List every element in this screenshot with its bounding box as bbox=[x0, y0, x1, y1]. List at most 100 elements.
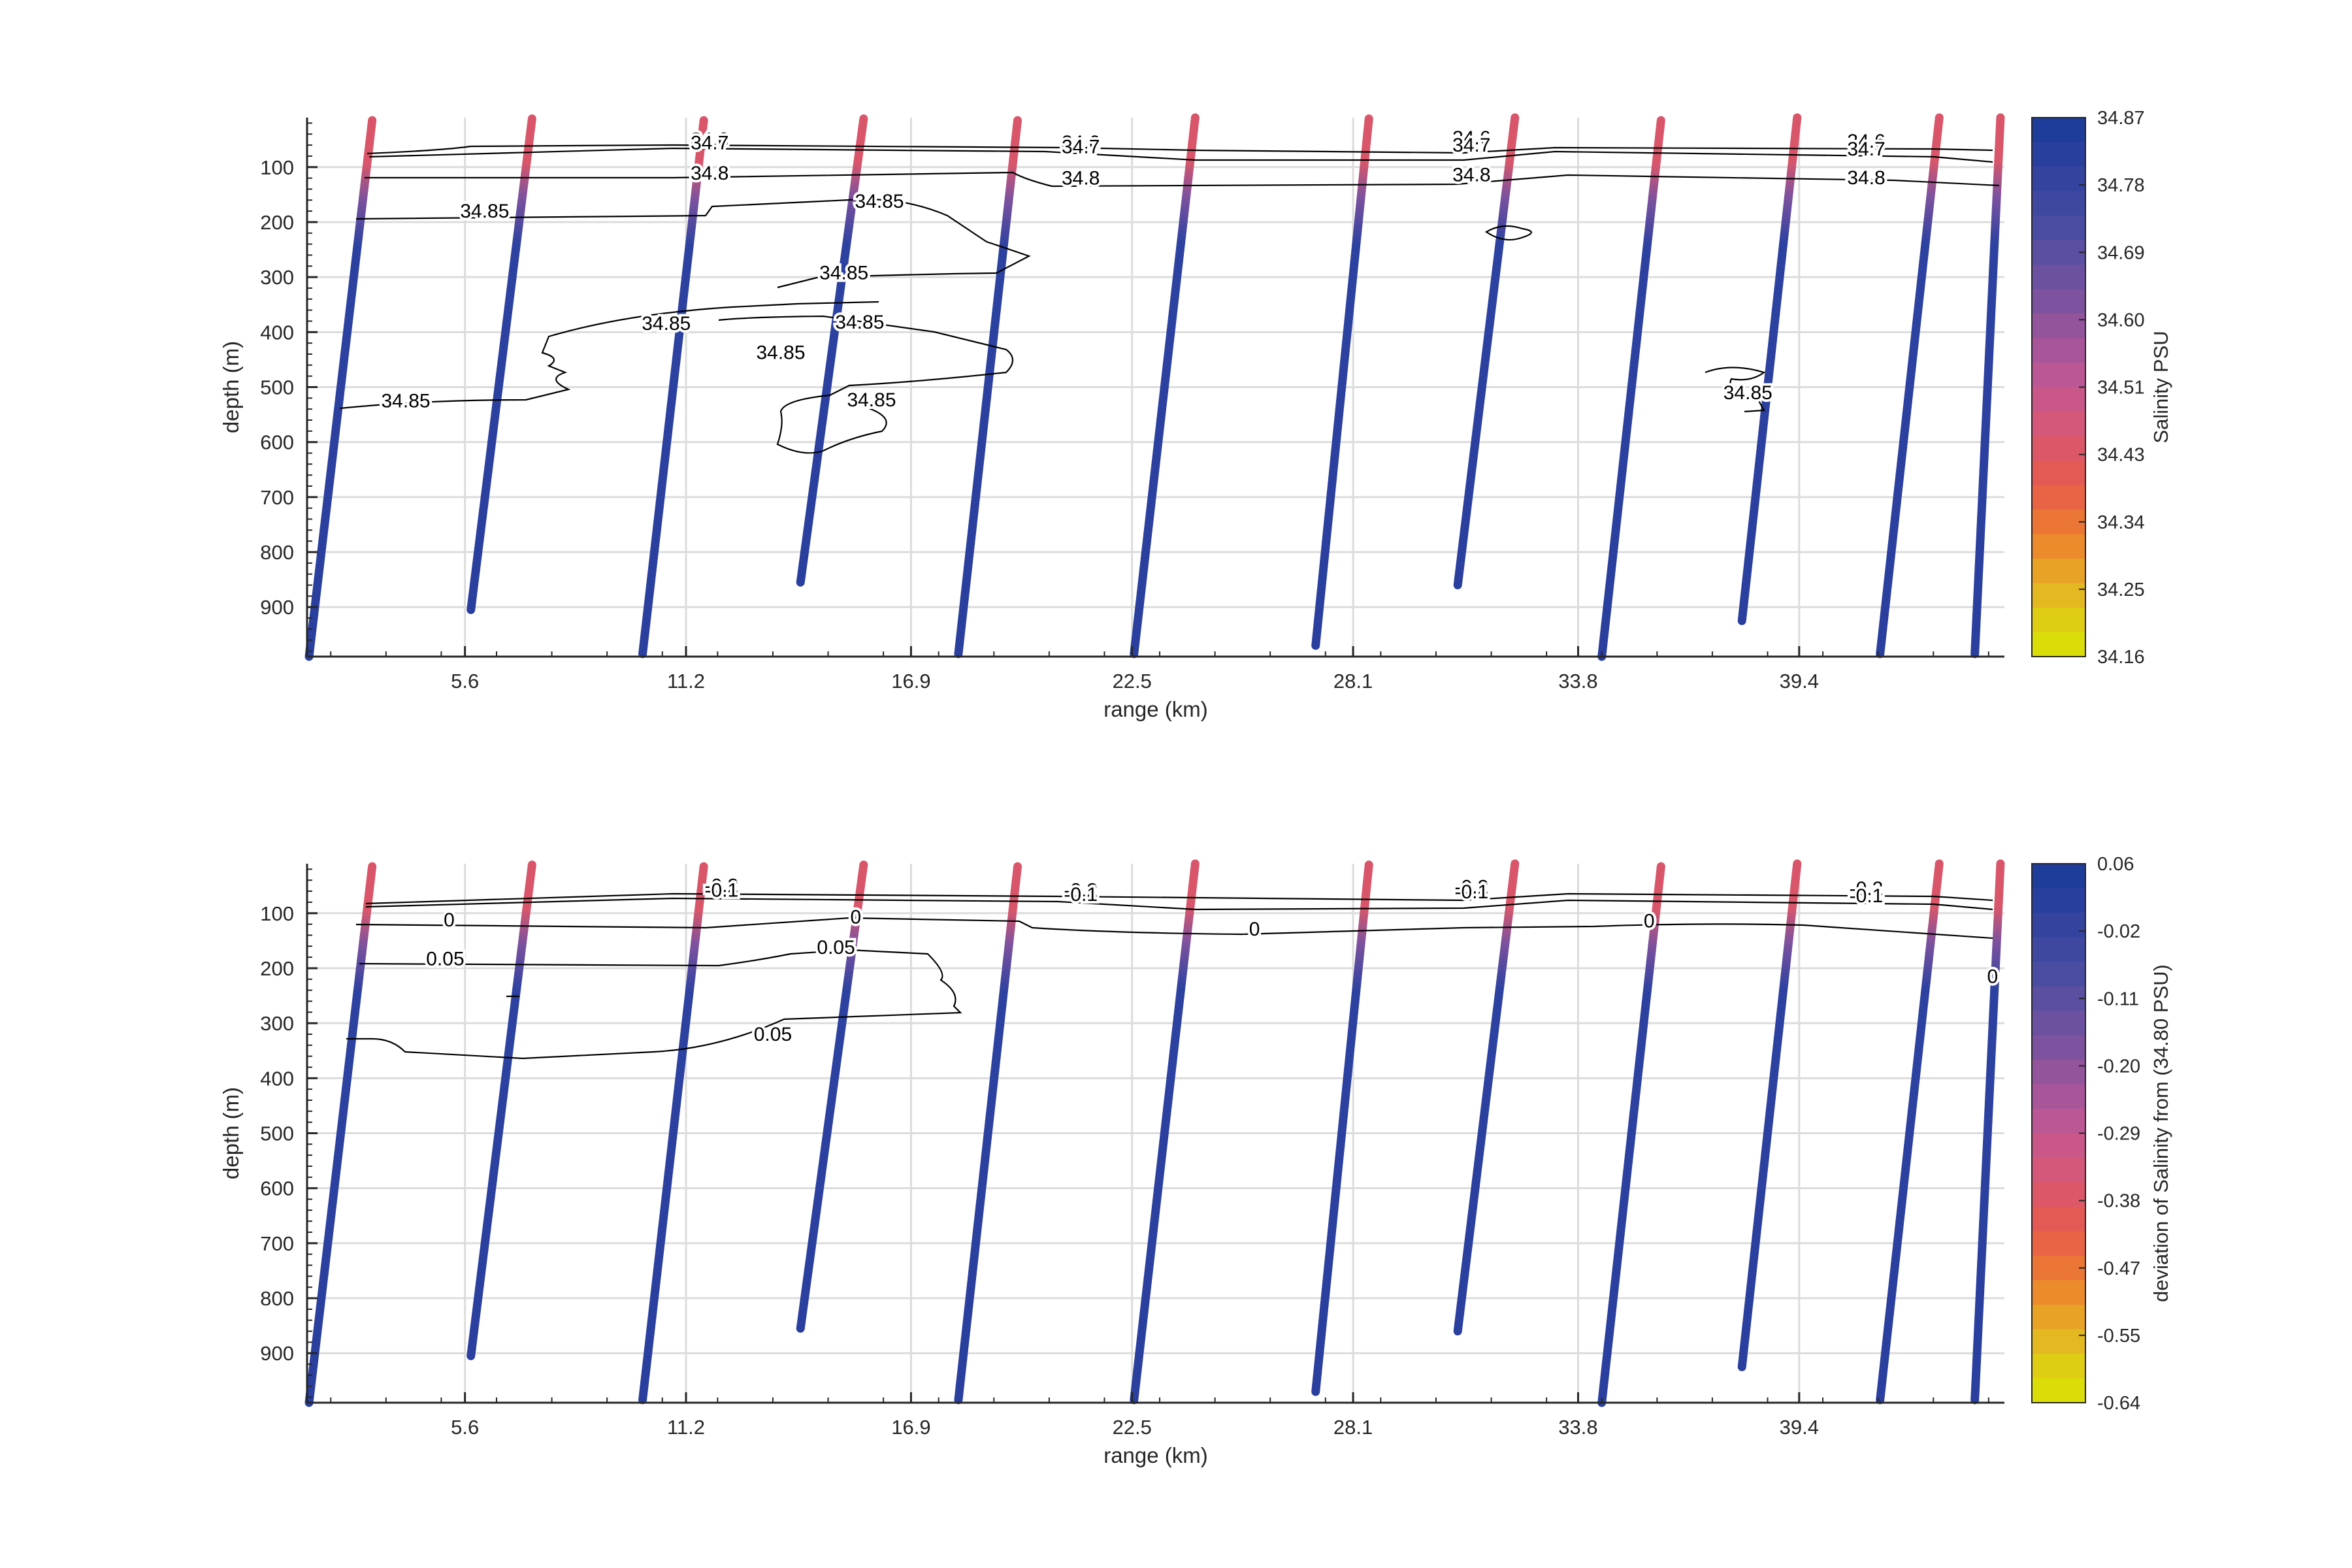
colorbar-swatch bbox=[2032, 216, 2085, 241]
glider-profile bbox=[1597, 116, 1665, 661]
colorbar-swatch bbox=[2032, 962, 2085, 987]
y-tick-label: 700 bbox=[260, 486, 294, 509]
contour-label: 34.7 bbox=[1452, 135, 1490, 156]
colorbar-swatch bbox=[2032, 1280, 2085, 1305]
glider-profiles-bottom bbox=[304, 859, 2005, 1407]
colorbar-tick-label: -0.38 bbox=[2097, 1191, 2140, 1212]
contour-label: 34.85 bbox=[819, 262, 868, 284]
contour-label: 0 bbox=[850, 907, 861, 928]
glider-profile bbox=[1737, 859, 1802, 1371]
colorbar-label: deviation of Salinity from (34.80 PSU) bbox=[2149, 964, 2172, 1302]
axes-top: 5.6 11.2 16.9 22.5 28.1 33.8 39.4 100 200 300 400 5… bbox=[219, 118, 2004, 721]
colorbar-tick-label: 0.06 bbox=[2097, 854, 2134, 875]
colorbar-swatch bbox=[2032, 1035, 2085, 1060]
glider-profile bbox=[466, 860, 536, 1360]
contour-label: 0.05 bbox=[754, 1024, 792, 1045]
colorbar-swatch bbox=[2032, 632, 2085, 657]
x-tick-label: 39.4 bbox=[1780, 670, 1819, 693]
colorbar-tick-label: 34.43 bbox=[2097, 445, 2145, 466]
glider-profile bbox=[1970, 113, 2005, 659]
x-tick-label: 39.4 bbox=[1780, 1416, 1819, 1439]
y-axis-label: depth (m) bbox=[219, 341, 243, 433]
contour-label: -0.1 bbox=[1454, 881, 1488, 903]
colorbar-swatch bbox=[2032, 1207, 2085, 1232]
contour-label: -0.2 bbox=[1064, 879, 1098, 901]
colorbar-swatch bbox=[2032, 913, 2085, 938]
y-tick-label: 400 bbox=[260, 1067, 294, 1090]
x-tick-label: 22.5 bbox=[1113, 1416, 1152, 1439]
colorbar-tick-label: 34.51 bbox=[2097, 378, 2145, 399]
contour-label: 0 bbox=[1249, 919, 1260, 940]
x-axis-label: range (km) bbox=[1103, 697, 1208, 721]
colorbar-swatch bbox=[2032, 461, 2085, 486]
colorbar-tick-label: -0.47 bbox=[2097, 1258, 2140, 1279]
contour-label: 34.85 bbox=[1723, 382, 1772, 404]
glider-profile bbox=[1311, 860, 1373, 1396]
contour-label: 34.85 bbox=[835, 312, 884, 333]
colorbar-swatch bbox=[2032, 363, 2085, 388]
glider-profile bbox=[1311, 114, 1373, 650]
y-tick-label: 900 bbox=[260, 596, 294, 619]
x-tick-label: 28.1 bbox=[1333, 1416, 1373, 1439]
colorbar-swatch bbox=[2032, 191, 2085, 216]
colorbar-swatch bbox=[2032, 1305, 2085, 1330]
glider-profile bbox=[1453, 113, 1520, 590]
colorbar-swatch bbox=[2032, 1378, 2085, 1403]
x-tick-label: 33.8 bbox=[1558, 1416, 1597, 1439]
glider-profile bbox=[1130, 859, 1200, 1405]
glider-profile bbox=[1130, 113, 1200, 659]
glider-profile bbox=[1453, 859, 1520, 1336]
contour-label: 34.85 bbox=[642, 313, 691, 335]
y-tick-label: 200 bbox=[260, 211, 294, 234]
colorbar-swatch bbox=[2032, 1329, 2085, 1354]
colorbar-swatch bbox=[2032, 1011, 2085, 1036]
contour-label: 34.8 bbox=[691, 163, 728, 184]
colorbar-swatch bbox=[2032, 1133, 2085, 1158]
colorbar-swatch bbox=[2032, 412, 2085, 437]
y-tick-label: 800 bbox=[260, 1287, 294, 1310]
contour-label: -0.2 bbox=[705, 875, 739, 897]
contour-label: 34.6 bbox=[1452, 127, 1490, 149]
colorbar-tick-label: -0.29 bbox=[2097, 1124, 2140, 1145]
colorbar-swatch bbox=[2032, 583, 2085, 608]
x-axis-label: range (km) bbox=[1103, 1443, 1208, 1467]
colorbar-swatch bbox=[2032, 485, 2085, 510]
colorbar-top: 34.87 34.78 34.69 34.60 34.51 34.43 34.34 34.25… bbox=[2031, 108, 2172, 668]
contour-label: 34.85 bbox=[382, 391, 431, 412]
glider-profile bbox=[304, 862, 377, 1407]
contour-label: 34.85 bbox=[855, 191, 904, 212]
colorbar-swatch bbox=[2032, 937, 2085, 962]
contour-label: 34.8 bbox=[1452, 165, 1490, 186]
colorbar-swatch bbox=[2032, 387, 2085, 412]
colorbar-swatch bbox=[2032, 240, 2085, 265]
colorbar-swatch bbox=[2032, 1109, 2085, 1134]
colorbar-swatch bbox=[2032, 1354, 2085, 1379]
y-tick-label: 800 bbox=[260, 541, 294, 564]
colorbar-swatch bbox=[2032, 167, 2085, 192]
colorbar-swatch bbox=[2032, 510, 2085, 535]
contour-label: 34.8 bbox=[1847, 167, 1885, 189]
colorbar-tick-label: 34.87 bbox=[2097, 108, 2145, 129]
y-tick-label: 300 bbox=[260, 266, 294, 289]
glider-profile bbox=[1597, 862, 1665, 1407]
y-tick-label: 400 bbox=[260, 321, 294, 344]
y-tick-label: 500 bbox=[260, 1122, 294, 1145]
colorbar-tick-label: 34.25 bbox=[2097, 580, 2145, 600]
glider-profile bbox=[954, 862, 1022, 1405]
x-tick-label: 28.1 bbox=[1333, 670, 1373, 693]
glider-profile bbox=[1737, 113, 1802, 625]
colorbar-swatch bbox=[2032, 1060, 2085, 1085]
x-tick-label: 22.5 bbox=[1113, 670, 1152, 693]
colorbar-swatch bbox=[2032, 338, 2085, 363]
contour-label: 34.7 bbox=[691, 133, 728, 154]
glider-profile bbox=[796, 860, 868, 1333]
colorbar-swatch bbox=[2032, 608, 2085, 633]
colorbar-tick-label: 34.16 bbox=[2097, 647, 2145, 668]
colorbar-tick-label: -0.02 bbox=[2097, 921, 2140, 942]
contour-label: 34.6 bbox=[1062, 132, 1100, 154]
contour-label: 0 bbox=[1644, 911, 1655, 932]
colorbar-tick-label: 34.34 bbox=[2097, 512, 2145, 533]
colorbar-swatch bbox=[2032, 1084, 2085, 1109]
y-tick-label: 900 bbox=[260, 1342, 294, 1365]
